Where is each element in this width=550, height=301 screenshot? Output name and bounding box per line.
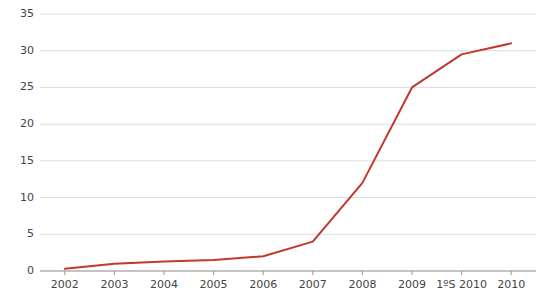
x-axis: 2002 2003 2004 2005 2006 2007 2008 2009 1ºS 2010… (40, 271, 536, 291)
y-grid (40, 14, 536, 271)
y-tick-label: 25 (20, 80, 34, 93)
x-tick-label: 2005 (200, 278, 228, 291)
x-tick (64, 271, 65, 275)
x-tick (461, 271, 462, 275)
x-tick (114, 271, 115, 275)
grid-line (40, 160, 536, 161)
x-tick-label: 2006 (249, 278, 277, 291)
x-tick-label: 1ºS 2010 (436, 278, 487, 291)
y-tick-label: 10 (20, 191, 34, 204)
y-tick-label: 0 (27, 264, 34, 277)
x-tick (362, 271, 363, 275)
x-tick (263, 271, 264, 275)
y-tick-label: 20 (20, 117, 34, 130)
y-tick-label: 30 (20, 44, 34, 57)
y-tick-label: 35 (20, 7, 34, 20)
y-tick-label: 15 (20, 154, 34, 167)
x-tick-label: 2002 (51, 278, 79, 291)
grid-line (40, 234, 536, 235)
y-axis: 0 5 10 15 20 25 30 35 (20, 7, 34, 277)
chart-container: 0510152025303520022003200420052006200720… (0, 0, 550, 301)
grid-line (40, 50, 536, 51)
grid-line (40, 14, 536, 15)
x-tick-label: 2009 (398, 278, 426, 291)
plot-area (65, 43, 511, 268)
x-tick (213, 271, 214, 275)
chart: 0510152025303520022003200420052006200720… (0, 0, 550, 301)
x-tick-label: 2008 (348, 278, 376, 291)
x-tick (412, 271, 413, 275)
grid-line (40, 87, 536, 88)
x-tick (511, 271, 512, 275)
x-tick-label: 2004 (150, 278, 178, 291)
x-tick (164, 271, 165, 275)
x-tick-label: 2010 (497, 278, 525, 291)
x-tick-label: 2007 (299, 278, 327, 291)
grid-line (40, 124, 536, 125)
x-tick-label: 2003 (100, 278, 128, 291)
grid-line (40, 197, 536, 198)
data-line (65, 43, 511, 268)
x-tick (312, 271, 313, 275)
y-tick-label: 5 (27, 227, 34, 240)
